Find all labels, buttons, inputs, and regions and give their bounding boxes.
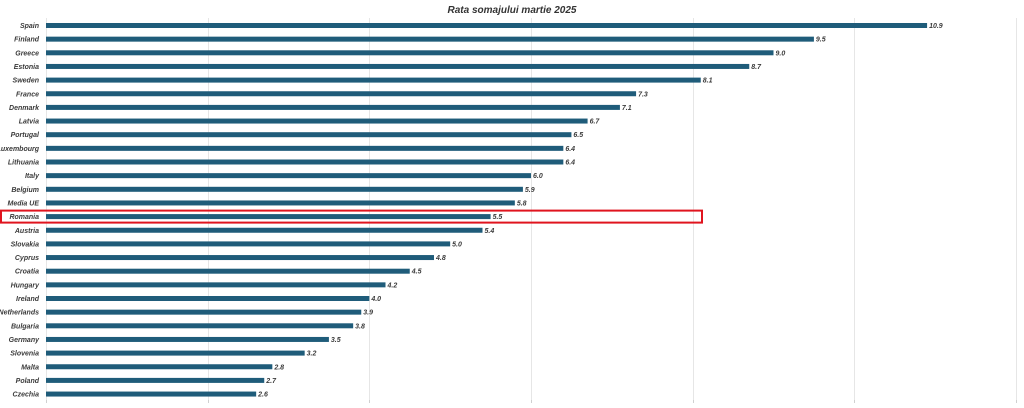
bar-czechia bbox=[46, 391, 257, 397]
bar-austria bbox=[46, 227, 483, 233]
bar-finland bbox=[46, 36, 814, 42]
value-label: 5.0 bbox=[452, 241, 462, 248]
bar-romania bbox=[46, 214, 491, 220]
category-label: Latvia bbox=[19, 119, 39, 126]
category-label: Austria bbox=[14, 228, 39, 235]
bar-cyprus bbox=[46, 255, 434, 261]
bars bbox=[46, 23, 928, 397]
value-label: 5.5 bbox=[493, 214, 503, 221]
category-label: Media UE bbox=[7, 200, 39, 207]
value-label: 3.9 bbox=[363, 310, 373, 317]
category-label: Hungary bbox=[11, 282, 41, 289]
bar-denmark bbox=[46, 104, 620, 110]
category-label: Poland bbox=[16, 378, 40, 385]
bar-spain bbox=[46, 23, 928, 28]
bar-italy bbox=[46, 173, 531, 179]
category-label: Italy bbox=[25, 173, 40, 180]
bar-ireland bbox=[46, 296, 370, 301]
value-label: 5.9 bbox=[525, 187, 535, 194]
value-label: 8.1 bbox=[703, 78, 713, 85]
value-label: 6.5 bbox=[573, 132, 583, 139]
category-label: Bulgaria bbox=[11, 323, 39, 330]
value-label: 3.8 bbox=[355, 323, 365, 330]
category-label: Cyprus bbox=[15, 255, 39, 262]
bar-greece bbox=[46, 50, 774, 56]
value-label: 6.7 bbox=[590, 119, 601, 126]
bar-poland bbox=[46, 377, 265, 383]
value-label: 3.5 bbox=[331, 337, 341, 344]
value-label: 2.7 bbox=[265, 378, 277, 385]
category-label: Czechia bbox=[13, 392, 40, 399]
value-label: 5.4 bbox=[485, 228, 495, 235]
bar-croatia bbox=[46, 268, 410, 274]
value-label: 3.2 bbox=[307, 351, 317, 358]
bar-netherlands bbox=[46, 309, 362, 315]
bar-portugal bbox=[46, 132, 572, 138]
bar-latvia bbox=[46, 118, 588, 124]
bar-luxembourg bbox=[46, 145, 564, 151]
value-label: 4.8 bbox=[435, 255, 446, 262]
value-label: 9.5 bbox=[816, 37, 826, 44]
bar-bulgaria bbox=[46, 323, 354, 329]
category-label: Sweden bbox=[13, 78, 39, 85]
value-label: 4.5 bbox=[411, 269, 422, 276]
value-label: 2.6 bbox=[257, 392, 268, 399]
bar-belgium bbox=[46, 186, 523, 192]
category-label: Slovakia bbox=[11, 241, 40, 248]
value-label: 8.7 bbox=[751, 64, 762, 71]
category-label: Denmark bbox=[9, 105, 40, 112]
value-label: 6.4 bbox=[565, 160, 575, 167]
chart-title: Rata somajului martie 2025 bbox=[448, 5, 577, 16]
value-label: 6.0 bbox=[533, 173, 543, 180]
category-label: Romania bbox=[9, 214, 39, 221]
value-label: 2.8 bbox=[273, 364, 284, 371]
bar-sweden bbox=[46, 77, 701, 83]
category-label: Belgium bbox=[11, 187, 39, 194]
bar-slovenia bbox=[46, 350, 305, 356]
category-label: Luxembourg bbox=[0, 146, 40, 153]
bar-malta bbox=[46, 364, 273, 370]
highlight-layer bbox=[0, 209, 703, 224]
category-label: Slovenia bbox=[10, 351, 39, 358]
value-label: 9.0 bbox=[776, 50, 786, 57]
bar-lithuania bbox=[46, 159, 564, 165]
category-label: Estonia bbox=[14, 64, 39, 71]
bar-hungary bbox=[46, 282, 386, 288]
bar-france bbox=[46, 91, 637, 97]
value-label: 4.0 bbox=[370, 296, 381, 303]
bar-estonia bbox=[46, 63, 750, 69]
value-label: 7.1 bbox=[622, 105, 632, 112]
bar-slovakia bbox=[46, 241, 451, 247]
value-label: 6.4 bbox=[565, 146, 575, 153]
category-label: Germany bbox=[9, 337, 40, 344]
bar-germany bbox=[46, 336, 329, 342]
category-label: Finland bbox=[14, 37, 40, 44]
value-label: 7.3 bbox=[638, 91, 648, 98]
category-label: Netherlands bbox=[0, 310, 39, 317]
value-label: 4.2 bbox=[387, 282, 398, 289]
category-label: Malta bbox=[21, 364, 39, 371]
highlight-box bbox=[0, 209, 703, 224]
category-label: Lithuania bbox=[8, 160, 39, 167]
category-label: Greece bbox=[15, 50, 39, 57]
bar-media-ue bbox=[46, 200, 515, 206]
category-label: Spain bbox=[20, 23, 39, 30]
value-label: 5.8 bbox=[517, 200, 527, 207]
category-label: Ireland bbox=[16, 296, 40, 303]
category-label: France bbox=[16, 91, 39, 98]
category-label: Portugal bbox=[11, 132, 40, 139]
labels: Spain 10.9 Finland 9.5 Greece 9.0 Estonia 8.7 Sw… bbox=[0, 23, 943, 399]
value-label: 10.9 bbox=[929, 23, 943, 30]
category-label: Croatia bbox=[15, 269, 39, 276]
